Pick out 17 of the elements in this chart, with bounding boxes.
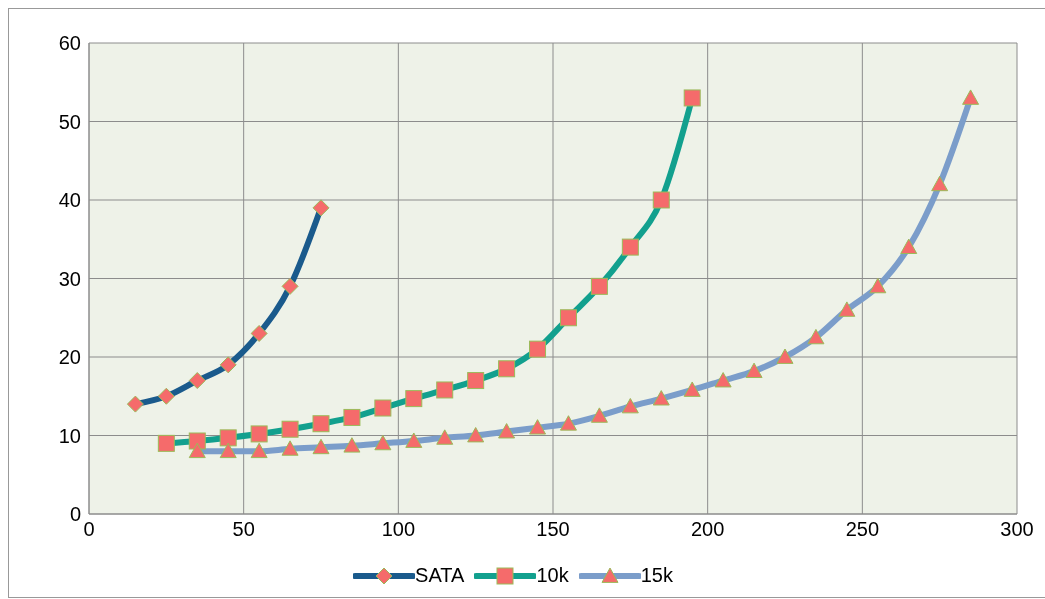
x-tick-label: 200 — [690, 518, 725, 541]
y-tick-label: 30 — [58, 267, 81, 290]
x-tick-label: 0 — [83, 518, 95, 541]
x-tick-label: 150 — [536, 518, 570, 541]
y-tick-label: 40 — [58, 189, 81, 212]
x-tick-label: 300 — [1000, 518, 1034, 541]
y-tick-label: 20 — [58, 346, 81, 369]
x-tick-label: 100 — [381, 518, 416, 541]
legend-label: 15k — [640, 564, 673, 587]
y-tick-label: 10 — [58, 424, 81, 447]
x-tick-label: 50 — [232, 518, 255, 541]
legend-label: SATA — [415, 564, 465, 587]
y-tick-label: 50 — [58, 110, 81, 133]
legend-label: 10k — [536, 564, 569, 587]
y-tick-label: 0 — [69, 503, 81, 526]
y-tick-label: 60 — [58, 32, 81, 55]
x-tick-label: 250 — [845, 518, 880, 541]
